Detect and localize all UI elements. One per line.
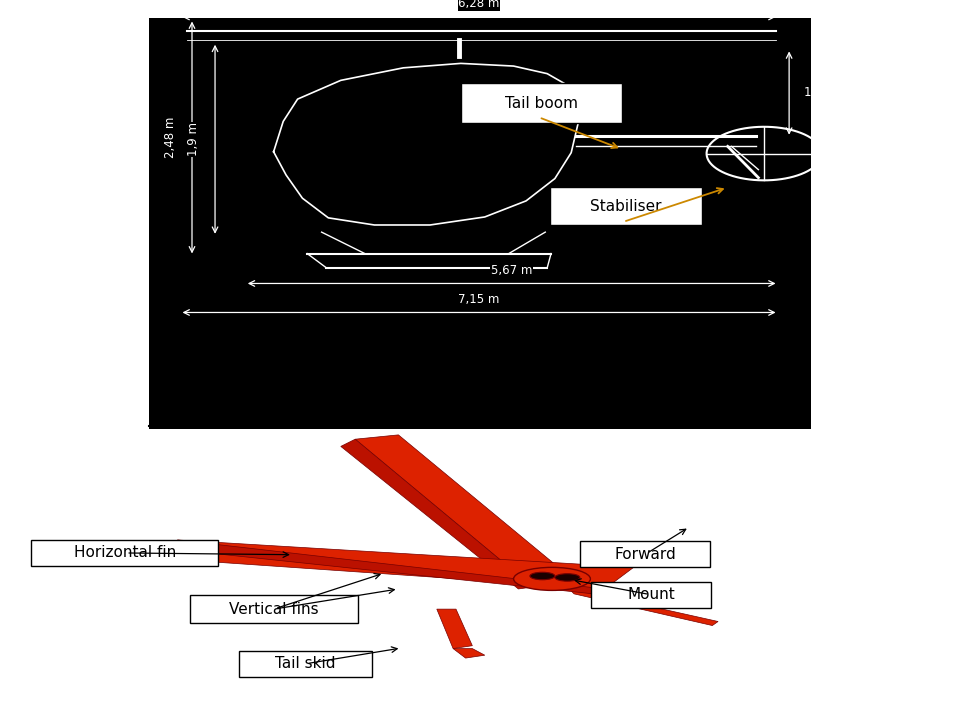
Text: 2,48 m: 2,48 m: [163, 117, 177, 158]
Circle shape: [555, 574, 580, 581]
Polygon shape: [453, 649, 485, 658]
FancyBboxPatch shape: [149, 18, 811, 428]
Text: Forward: Forward: [614, 547, 676, 562]
Polygon shape: [568, 588, 718, 626]
Text: Stabiliser: Stabiliser: [590, 199, 661, 214]
Text: Tail boom: Tail boom: [505, 96, 578, 111]
Text: 1,9 m: 1,9 m: [186, 122, 200, 156]
Text: Mount: Mount: [627, 588, 675, 602]
FancyBboxPatch shape: [580, 541, 710, 567]
FancyBboxPatch shape: [550, 187, 702, 225]
Text: 5,67 m: 5,67 m: [491, 264, 533, 276]
FancyBboxPatch shape: [32, 540, 218, 566]
Text: 7,15 m: 7,15 m: [458, 293, 500, 306]
Polygon shape: [168, 540, 605, 594]
FancyBboxPatch shape: [239, 651, 372, 677]
Text: Tail skid: Tail skid: [275, 657, 336, 671]
Circle shape: [514, 567, 590, 590]
Circle shape: [530, 572, 555, 580]
Polygon shape: [341, 439, 533, 589]
Text: Horizontal fin: Horizontal fin: [74, 546, 176, 560]
FancyBboxPatch shape: [189, 595, 357, 623]
FancyBboxPatch shape: [590, 582, 710, 608]
Polygon shape: [355, 435, 576, 587]
Polygon shape: [178, 540, 634, 589]
FancyBboxPatch shape: [461, 84, 622, 122]
Polygon shape: [437, 609, 472, 649]
Text: 1,01 m: 1,01 m: [804, 86, 846, 99]
Text: Vertical fins: Vertical fins: [228, 602, 319, 616]
Text: 6,28 m: 6,28 m: [458, 0, 500, 10]
